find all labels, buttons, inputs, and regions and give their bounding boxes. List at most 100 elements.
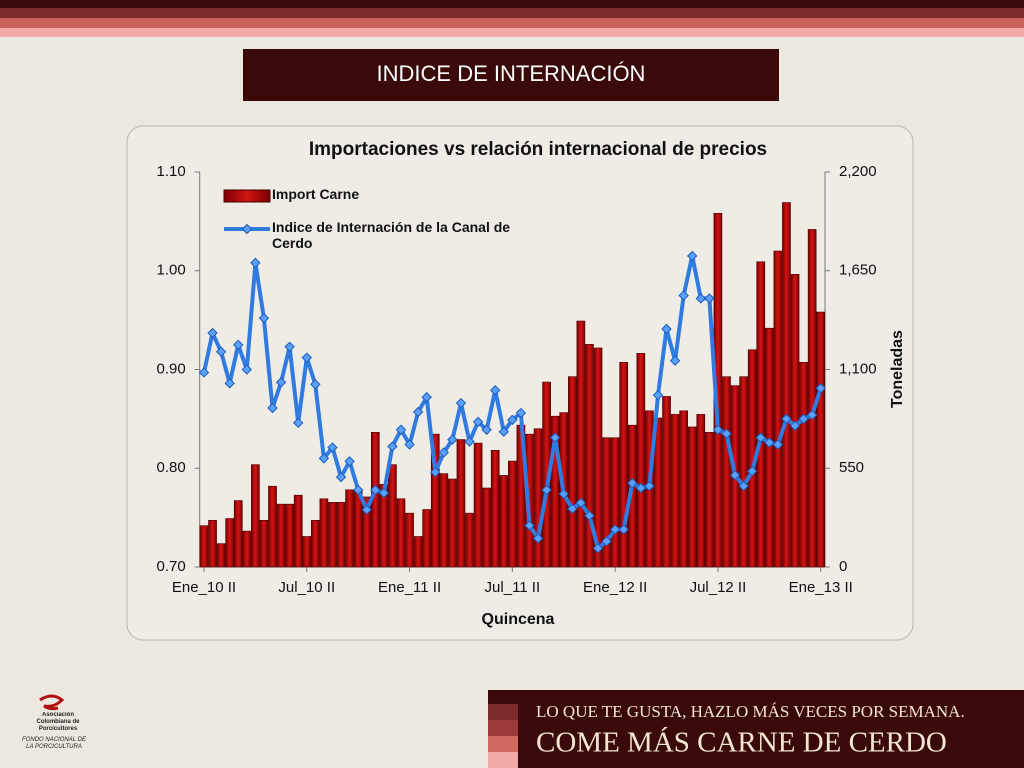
marker [781,413,792,425]
marker [712,424,724,435]
banner-stripe [488,720,518,736]
bar [807,229,817,568]
marker [207,327,218,339]
bar [610,437,620,568]
banner-line: LO QUE TE GUSTA, HAZLO MÁS VECES POR SEM… [536,702,965,721]
bar [276,503,286,568]
stripe [0,8,1024,18]
y2-tick-label: 0 [839,558,847,575]
swatch [223,189,271,203]
bar [653,417,663,568]
swatch [241,223,253,235]
marker [764,437,775,448]
x-axis-title: Quincena [482,611,555,628]
marker [421,391,432,403]
bar [576,320,586,568]
bar [482,487,491,568]
bar [293,494,303,568]
marker [721,428,732,439]
x-tick-label: Ene_10 II [172,579,236,596]
legend-label: Indice de Internación de la Canal de Cer… [272,219,511,251]
marker [661,323,672,335]
stripe [0,0,1024,8]
bar [585,344,594,568]
marker [387,441,398,452]
bar [268,485,277,568]
bar [602,437,611,568]
marker [224,378,235,389]
marker [395,424,407,435]
y2-tick-label: 1,650 [839,262,877,279]
marker [524,520,535,531]
marker [344,456,355,467]
x-tick-label: Ene_12 II [583,579,647,596]
marker [447,434,458,445]
bar [696,414,706,568]
bar [311,520,320,568]
marker [609,524,621,535]
marker [378,487,390,499]
y2-tick-label: 550 [839,459,864,476]
bar [319,498,329,568]
marker [687,250,698,262]
bar [345,489,354,568]
bar [328,502,337,568]
bar [259,520,269,568]
bar [473,442,483,568]
stripe [0,18,1024,28]
marker [635,482,647,494]
bar [362,496,372,568]
marker [404,439,415,450]
marker [258,312,270,324]
marker [558,488,569,500]
marker [284,341,295,352]
bar [619,362,629,568]
marker [198,367,210,378]
marker [789,420,801,431]
marker [464,436,475,447]
logo-text: Asociación Colombiana de Porcicultores F… [22,712,86,750]
marker [575,497,587,509]
bar [756,261,766,568]
bar [508,460,517,568]
marker [507,414,518,426]
slide-title: INDICE DE INTERNACIÓN [377,61,646,86]
bar [593,347,603,568]
bar [799,362,808,568]
marker [567,503,578,514]
marker [301,352,312,363]
marker [481,424,492,435]
banner-stripe [488,752,518,768]
marker [472,416,484,428]
marker [215,346,227,357]
y-tick-label: 0.80 [156,459,185,476]
bar [405,512,414,568]
x-tick-label: Jul_10 II [278,579,335,596]
x-tick-label: Jul_12 II [690,579,747,596]
bar [336,502,346,568]
bar [533,428,543,568]
bar [670,414,680,568]
marker [515,407,527,419]
y2-tick-label: 2,200 [839,163,877,180]
marker [438,447,450,458]
bar [705,432,714,568]
bar [396,498,406,568]
legend: Import Carne Indice de Internación de la … [222,186,552,267]
marker [490,385,501,396]
marker [498,426,509,437]
banner-stripe [488,736,518,752]
legend-swatch [223,189,271,203]
bar [216,543,226,568]
x-tick-label: Jul_11 II [485,579,541,596]
marker [806,409,818,421]
banner-line: COME MÁS CARNE DE CERDO [536,726,947,759]
y2-axis-title: Toneladas [889,330,906,408]
legend-item: Indice de Internación de la Canal de Cer… [222,219,552,251]
bar [448,478,457,568]
stripe [0,28,1024,37]
marker [292,417,304,429]
x-tick-label: Ene_11 II [378,579,441,596]
